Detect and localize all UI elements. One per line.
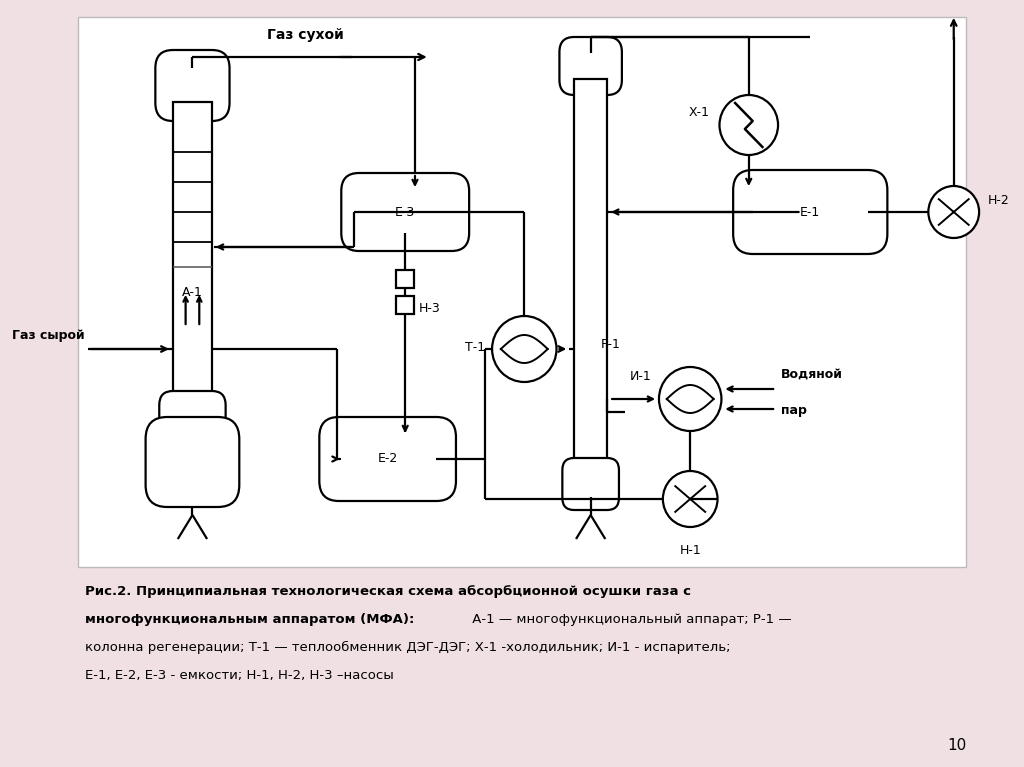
Circle shape xyxy=(493,316,556,382)
Text: Е-3: Е-3 xyxy=(395,206,416,219)
Bar xyxy=(173,102,212,407)
FancyBboxPatch shape xyxy=(156,50,229,121)
Text: Х-1: Х-1 xyxy=(689,107,710,120)
Circle shape xyxy=(659,367,722,431)
Text: Т-1: Т-1 xyxy=(465,341,485,354)
Text: Н-1: Н-1 xyxy=(679,544,701,557)
Text: Р-1: Р-1 xyxy=(600,338,621,351)
Text: Газ сырой: Газ сырой xyxy=(12,329,85,342)
Bar xyxy=(396,270,414,288)
Text: А-1: А-1 xyxy=(182,285,203,298)
Text: пар: пар xyxy=(781,404,807,417)
Text: Е-2: Е-2 xyxy=(378,453,397,466)
Bar xyxy=(78,17,967,567)
Text: Е-1: Е-1 xyxy=(800,206,820,219)
Text: Е-1, Е-2, Е-3 - емкости; Н-1, Н-2, Н-3 –насосы: Е-1, Е-2, Е-3 - емкости; Н-1, Н-2, Н-3 –… xyxy=(85,669,394,682)
Text: Н-3: Н-3 xyxy=(419,302,440,315)
Text: Рис.2. Принципиальная технологическая схема абсорбционной осушки газа с: Рис.2. Принципиальная технологическая сх… xyxy=(85,585,691,598)
Circle shape xyxy=(720,95,778,155)
FancyBboxPatch shape xyxy=(160,391,225,451)
FancyBboxPatch shape xyxy=(733,170,888,254)
FancyBboxPatch shape xyxy=(341,173,469,251)
Text: Н-2: Н-2 xyxy=(988,193,1010,206)
Text: 10: 10 xyxy=(947,738,967,752)
FancyBboxPatch shape xyxy=(559,37,622,95)
Text: И-1: И-1 xyxy=(630,370,651,384)
Text: колонна регенерации; Т-1 — теплообменник ДЭГ-ДЭГ; Х-1 -холодильник; И-1 - испари: колонна регенерации; Т-1 — теплообменник… xyxy=(85,641,730,654)
Bar xyxy=(396,296,414,314)
Bar xyxy=(574,79,607,472)
Circle shape xyxy=(929,186,979,238)
FancyBboxPatch shape xyxy=(562,458,618,510)
Text: Водяной: Водяной xyxy=(781,368,843,381)
FancyBboxPatch shape xyxy=(145,417,240,507)
Circle shape xyxy=(663,471,718,527)
Text: А-1 — многофункциональный аппарат; Р-1 —: А-1 — многофункциональный аппарат; Р-1 — xyxy=(468,613,792,626)
Text: многофункциональным аппаратом (МФА):: многофункциональным аппаратом (МФА): xyxy=(85,613,415,626)
FancyBboxPatch shape xyxy=(319,417,456,501)
Text: Газ сухой: Газ сухой xyxy=(267,28,344,42)
